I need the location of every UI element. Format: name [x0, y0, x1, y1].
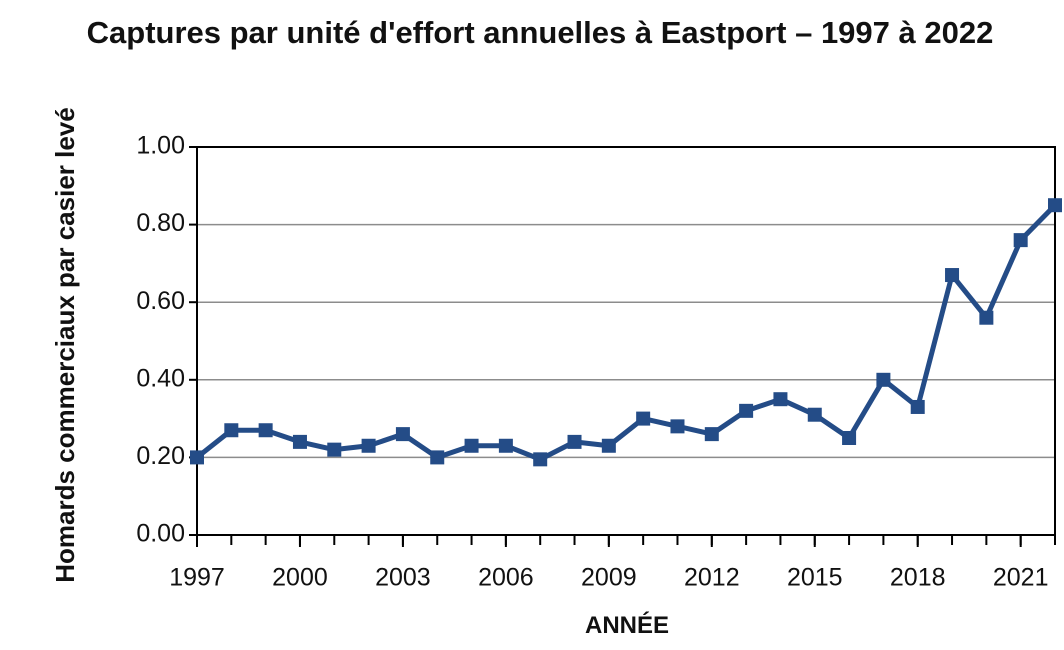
point-marker — [979, 310, 994, 325]
x-tick-label: 2006 — [478, 564, 534, 592]
x-tick-label: 2021 — [993, 564, 1049, 592]
point-marker — [498, 438, 513, 453]
x-tick-label: 2009 — [581, 564, 637, 592]
x-tick-label: 1997 — [169, 564, 225, 592]
series-line — [195, 203, 1057, 462]
x-tick-label: 2000 — [272, 564, 328, 592]
point-marker — [224, 423, 239, 438]
point-marker — [361, 438, 376, 453]
y-tick-label: 1.00 — [136, 132, 185, 160]
point-marker — [464, 438, 479, 453]
x-tick-label: 2003 — [375, 564, 431, 592]
chart-title: Captures par unité d'effort annuelles à … — [86, 15, 994, 50]
x-tick-label: 2018 — [890, 564, 946, 592]
x-tick-label: 2012 — [684, 564, 740, 592]
point-marker — [739, 403, 754, 418]
y-tick-label: 0.60 — [136, 287, 185, 315]
point-marker — [601, 438, 616, 453]
x-axis-label: ANNÉE — [584, 612, 669, 639]
y-tick-label: 0.80 — [136, 209, 185, 237]
point-marker — [842, 431, 857, 445]
point-marker — [190, 450, 204, 465]
point-marker — [945, 268, 960, 283]
y-tick-label: 0.20 — [136, 442, 185, 470]
point-marker — [258, 423, 273, 438]
point-marker — [292, 434, 307, 449]
x-tick-label: 2015 — [787, 564, 843, 592]
point-marker — [395, 427, 410, 442]
point-marker — [704, 427, 719, 442]
point-marker — [1048, 198, 1062, 213]
y-tick-label: 0.00 — [136, 520, 185, 548]
plot-frame — [196, 146, 1056, 536]
y-tick-label: 0.40 — [136, 364, 185, 392]
point-marker — [670, 419, 685, 434]
point-marker — [773, 392, 788, 407]
point-marker — [807, 407, 822, 422]
point-marker — [567, 434, 582, 449]
point-marker — [876, 372, 891, 387]
point-marker — [1013, 233, 1028, 248]
point-marker — [636, 411, 651, 426]
point-marker — [910, 399, 925, 414]
point-marker — [430, 450, 445, 465]
point-marker — [533, 452, 548, 467]
point-marker — [327, 442, 342, 457]
